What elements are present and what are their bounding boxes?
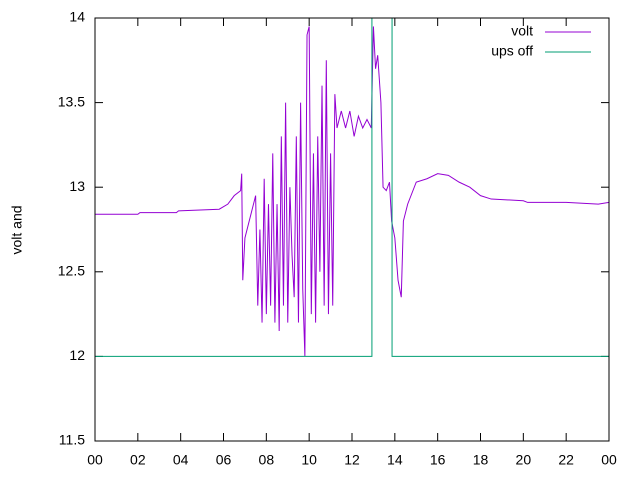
- plot-frame: [94, 17, 610, 442]
- x-tick-label: 12: [344, 452, 360, 468]
- x-tick-label: 06: [216, 452, 232, 468]
- x-tick-label: 14: [387, 452, 403, 468]
- y-tick-label: 12.5: [58, 263, 85, 279]
- x-tick-label: 00: [87, 452, 103, 468]
- series-line: [95, 26, 610, 357]
- y-tick-label: 11.5: [59, 432, 85, 448]
- y-axis-label: volt and: [9, 205, 25, 254]
- legend-label: volt: [511, 23, 533, 39]
- x-tick-label: 16: [430, 452, 446, 468]
- x-tick-label: 00: [601, 452, 617, 468]
- y-tick-label: 13: [69, 178, 85, 194]
- x-tick-label: 08: [259, 452, 275, 468]
- x-tick-label: 02: [130, 452, 146, 468]
- x-tick-label: 22: [558, 452, 574, 468]
- y-tick-label: 13.5: [58, 93, 85, 109]
- y-tick-label: 14: [69, 9, 85, 25]
- x-tick-label: 20: [516, 452, 532, 468]
- series-line: [95, 17, 609, 357]
- x-tick-label: 18: [473, 452, 489, 468]
- x-tick-label: 04: [173, 452, 189, 468]
- x-tick-label: 10: [301, 452, 317, 468]
- legend-label: ups off: [491, 43, 533, 59]
- y-tick-label: 12: [69, 347, 85, 363]
